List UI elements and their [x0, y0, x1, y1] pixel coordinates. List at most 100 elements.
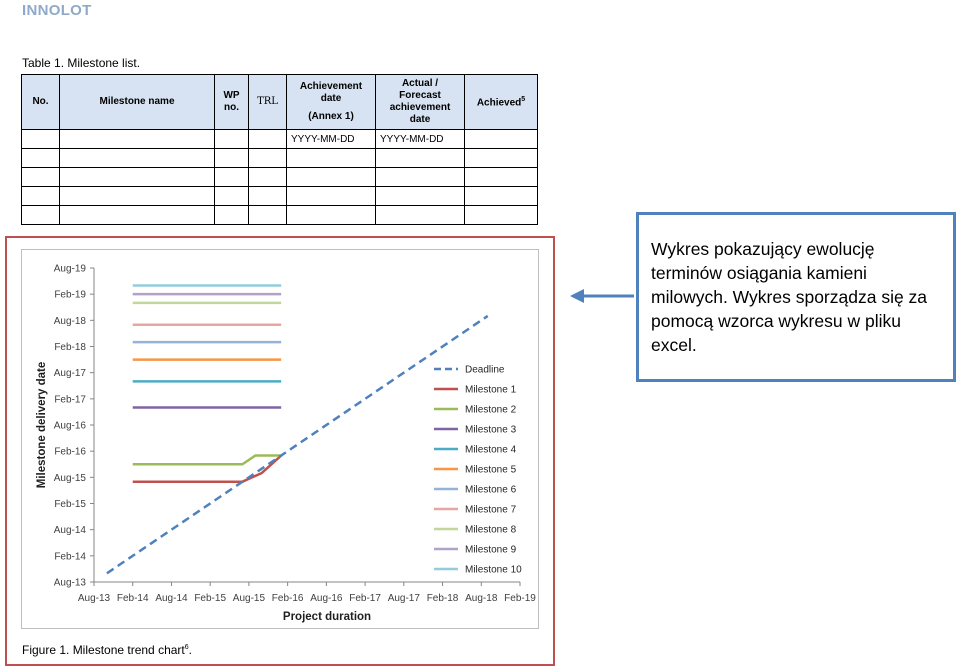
figure-caption-footnote: 6 — [184, 644, 189, 651]
table-row: YYYY-MM-DD YYYY-MM-DD — [21, 129, 538, 149]
header-fc-line4: date — [409, 114, 431, 125]
y-tick-label: Aug-14 — [54, 525, 87, 536]
table-cell — [375, 148, 465, 168]
legend-label: Milestone 6 — [465, 485, 517, 496]
table-cell — [464, 129, 538, 149]
table-header-row: No. Milestone name WP no. TRL Achievement… — [21, 74, 538, 130]
y-tick-label: Aug-16 — [54, 421, 87, 432]
table-cell — [375, 205, 465, 225]
table-cell — [248, 129, 287, 149]
table-cell — [464, 167, 538, 187]
table-cell — [214, 186, 249, 206]
table-cell — [21, 167, 60, 187]
header-forecast-date: Actual / Forecast achievement date — [375, 74, 465, 130]
table-cell — [286, 205, 376, 225]
y-tick-label: Feb-16 — [54, 447, 86, 458]
x-axis-title: Project duration — [283, 611, 371, 623]
header-fc-line2: Forecast — [399, 90, 441, 101]
series-line — [132, 454, 282, 466]
header-trl: TRL — [248, 74, 287, 130]
y-tick-label: Aug-19 — [54, 264, 87, 275]
header-ach-line3: (Annex 1) — [308, 111, 354, 122]
table-cell — [464, 148, 538, 168]
x-tick-label: Feb-17 — [349, 593, 381, 604]
x-tick-label: Aug-14 — [155, 593, 188, 604]
y-tick-label: Aug-17 — [54, 368, 87, 379]
legend-label: Milestone 2 — [465, 405, 517, 416]
table-cell — [286, 148, 376, 168]
table-cell: YYYY-MM-DD — [286, 129, 376, 149]
table-cell — [464, 205, 538, 225]
header-achieved: Achieved5 — [464, 74, 538, 130]
x-tick-label: Aug-15 — [233, 593, 266, 604]
table-cell — [286, 186, 376, 206]
header-fc-line1: Actual / — [401, 78, 439, 89]
table-cell — [21, 148, 60, 168]
y-tick-label: Feb-15 — [54, 499, 86, 510]
x-tick-label: Aug-13 — [78, 593, 111, 604]
header-achievement-date: Achievement date (Annex 1) — [286, 74, 376, 130]
x-tick-label: Aug-18 — [465, 593, 498, 604]
table-cell — [59, 186, 215, 206]
y-tick-label: Feb-19 — [54, 290, 86, 301]
x-tick-label: Feb-16 — [272, 593, 304, 604]
table-row — [21, 167, 538, 187]
table-row — [21, 148, 538, 168]
header-milestone-name: Milestone name — [59, 74, 215, 130]
header-wp-line1: WP — [223, 90, 240, 101]
y-tick-label: Feb-18 — [54, 342, 86, 353]
figure-caption-end: . — [188, 643, 192, 657]
header-ach-line2: date — [320, 93, 342, 104]
legend-label: Milestone 3 — [465, 425, 517, 436]
milestone-table: No. Milestone name WP no. TRL Achievement… — [21, 74, 538, 225]
table-cell — [464, 186, 538, 206]
callout-text: Wykres pokazujący ewolucję terminów osią… — [651, 239, 928, 355]
table-cell — [375, 167, 465, 187]
header-no: No. — [21, 74, 60, 130]
x-tick-label: Feb-19 — [504, 593, 536, 604]
header-achieved-label: Achieved — [476, 97, 522, 109]
y-tick-label: Aug-18 — [54, 316, 87, 327]
legend-label: Milestone 8 — [465, 525, 517, 536]
chart-highlight-frame — [5, 236, 555, 666]
table-cell — [286, 167, 376, 187]
table-cell — [59, 167, 215, 187]
header-wp-line2: no. — [224, 102, 239, 113]
table-body: YYYY-MM-DD YYYY-MM-DD — [21, 129, 538, 225]
table-row — [21, 186, 538, 206]
table-cell — [248, 186, 287, 206]
table-cell: YYYY-MM-DD — [375, 129, 465, 149]
x-tick-label: Feb-18 — [427, 593, 459, 604]
table-cell — [214, 148, 249, 168]
table-cell — [214, 167, 249, 187]
header-achieved-footnote: 5 — [521, 96, 526, 104]
table-cell — [59, 129, 215, 149]
x-tick-label: Feb-15 — [194, 593, 226, 604]
table-cell — [21, 186, 60, 206]
brand-logo-text: INNOLOT — [22, 2, 92, 19]
figure-caption: Figure 1. Milestone trend chart6. — [22, 643, 192, 657]
table-caption: Table 1. Milestone list. — [22, 56, 141, 70]
table-cell — [214, 129, 249, 149]
x-tick-label: Aug-17 — [388, 593, 421, 604]
table-cell — [248, 167, 287, 187]
table-cell — [21, 205, 60, 225]
legend-label: Milestone 5 — [465, 465, 517, 476]
x-tick-label: Aug-16 — [310, 593, 343, 604]
arrow-left-icon — [570, 289, 634, 303]
y-axis-title: Milestone delivery date — [36, 362, 48, 489]
series-line — [132, 454, 283, 483]
table-cell — [248, 205, 287, 225]
y-tick-label: Feb-17 — [54, 394, 86, 405]
y-tick-label: Aug-15 — [54, 473, 87, 484]
legend-label: Milestone 9 — [465, 545, 517, 556]
x-tick-label: Feb-14 — [117, 593, 149, 604]
chart-svg: Aug-13 Feb-14 Aug-14 Feb-15 Aug-15 Feb-16 Aug-… — [36, 264, 536, 624]
header-wp-no: WP no. — [214, 74, 249, 130]
legend-label: Milestone 10 — [465, 565, 522, 576]
table-cell — [214, 205, 249, 225]
series-line — [106, 314, 489, 575]
legend-label: Milestone 7 — [465, 505, 517, 516]
header-fc-line3: achievement — [389, 102, 451, 113]
legend-label: Milestone 4 — [465, 445, 517, 456]
